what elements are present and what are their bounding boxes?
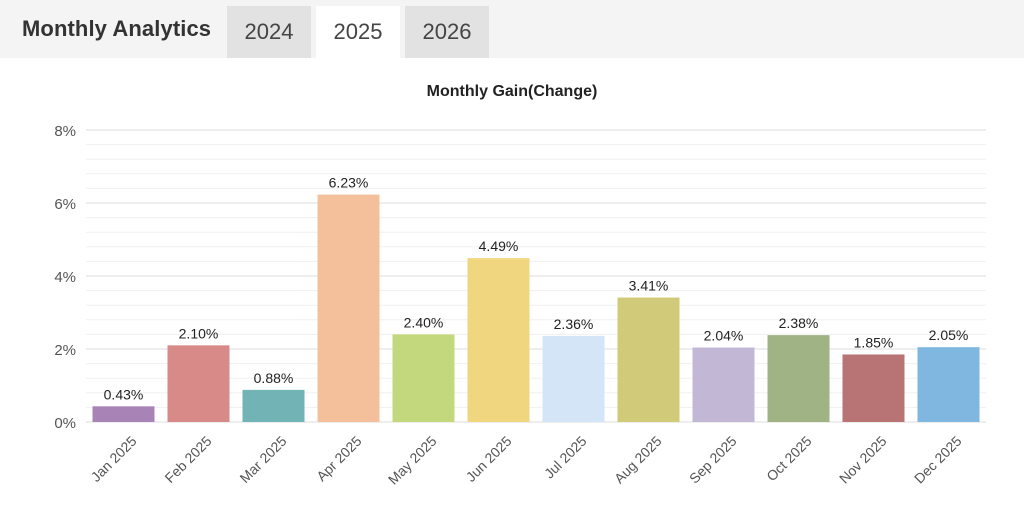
x-tick-label: Aug 2025 — [611, 433, 665, 487]
bar[interactable] — [92, 406, 155, 422]
bar-value-label: 0.88% — [254, 370, 294, 386]
bar-value-label: 6.23% — [329, 175, 369, 191]
y-tick-label: 2% — [54, 342, 76, 359]
bar-value-label: 2.04% — [704, 328, 744, 344]
bar-value-label: 2.36% — [554, 316, 594, 332]
bar[interactable] — [392, 334, 455, 422]
bar-value-label: 2.10% — [179, 325, 219, 341]
bar[interactable] — [842, 354, 905, 422]
bar[interactable] — [317, 194, 380, 422]
bar-value-label: 2.40% — [404, 314, 444, 330]
chart-container: Monthly Gain(Change) 0% 2% 4% 6% 8% 0.43% 2.1… — [0, 58, 1024, 525]
y-tick-label: 8% — [54, 123, 76, 140]
x-tick-label: Feb 2025 — [161, 433, 214, 486]
bar[interactable] — [692, 347, 755, 422]
bar[interactable] — [542, 335, 605, 422]
x-tick-label: Jun 2025 — [463, 433, 515, 485]
bar[interactable] — [242, 389, 305, 422]
bar[interactable] — [917, 347, 980, 422]
x-tick-label: Dec 2025 — [911, 433, 965, 487]
y-tick-label: 4% — [54, 269, 76, 286]
x-tick-label: Apr 2025 — [313, 433, 365, 485]
bar[interactable] — [467, 258, 530, 422]
x-tick-label: Sep 2025 — [686, 433, 740, 487]
x-tick-label: Mar 2025 — [236, 433, 289, 486]
bar[interactable] — [617, 297, 680, 422]
x-tick-label: Oct 2025 — [763, 433, 815, 485]
bar-value-label: 4.49% — [479, 238, 519, 254]
bar[interactable] — [167, 345, 230, 422]
bar-value-label: 1.85% — [854, 334, 894, 350]
x-tick-label: Jul 2025 — [541, 433, 590, 482]
header-bar: Monthly Analytics 2024 2025 2026 — [0, 0, 1024, 58]
bar[interactable] — [767, 335, 830, 422]
x-tick-label: Jan 2025 — [88, 433, 140, 485]
x-tick-label: Nov 2025 — [836, 433, 890, 487]
bar-value-label: 0.43% — [104, 386, 144, 402]
x-tick-label: May 2025 — [385, 433, 440, 488]
y-tick-label: 0% — [54, 415, 76, 432]
tab-2024[interactable]: 2024 — [227, 6, 311, 58]
page-title: Monthly Analytics — [22, 16, 212, 41]
bar-value-label: 3.41% — [629, 278, 669, 294]
bar-value-label: 2.38% — [779, 315, 819, 331]
chart-title: Monthly Gain(Change) — [427, 83, 598, 100]
y-tick-label: 6% — [54, 196, 76, 213]
tab-2026[interactable]: 2026 — [405, 6, 489, 58]
bar-chart: Monthly Gain(Change) 0% 2% 4% 6% 8% 0.43% 2.1… — [54, 83, 986, 488]
tab-2025[interactable]: 2025 — [316, 6, 400, 58]
bar-value-label: 2.05% — [929, 327, 969, 343]
